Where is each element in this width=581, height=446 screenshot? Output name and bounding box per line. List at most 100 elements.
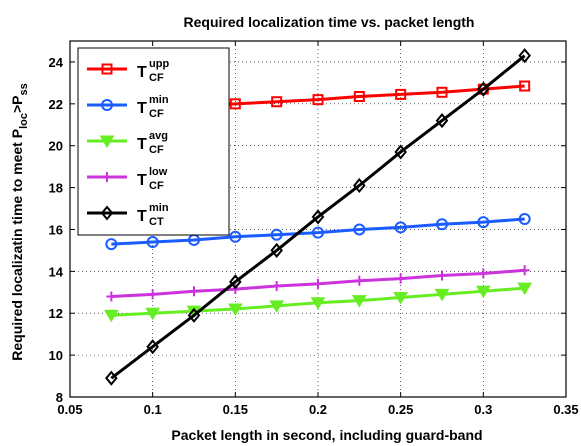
data-point — [312, 94, 324, 106]
data-point — [434, 288, 450, 302]
y-tick-label: 16 — [49, 222, 63, 237]
y-label-base: Required localizatin time to meet P — [9, 129, 25, 361]
legend-sub: CF — [149, 144, 164, 156]
data-point — [106, 291, 117, 302]
data-point — [353, 90, 365, 102]
data-point — [271, 281, 282, 292]
data-point — [313, 278, 323, 289]
y-tick-label: 14 — [49, 264, 64, 279]
data-point — [312, 226, 324, 239]
data-point — [229, 274, 242, 290]
data-point — [477, 81, 490, 97]
x-axis-label: Packet length in second, including guard… — [171, 427, 482, 443]
y-label-mid: >P — [9, 96, 25, 114]
data-point — [229, 230, 242, 243]
data-point — [270, 242, 283, 258]
data-point — [311, 209, 325, 225]
x-tick-label: 0.2 — [309, 402, 327, 417]
data-point — [519, 80, 531, 92]
x-tick-label: 0.05 — [57, 402, 82, 417]
data-point — [518, 213, 531, 225]
chart-title: Required localization time vs. packet le… — [184, 14, 475, 30]
x-tick-label: 0.25 — [388, 402, 413, 417]
data-point — [146, 236, 159, 249]
axis-ticks — [69, 41, 567, 398]
series-1 — [105, 213, 531, 251]
y-tick-label: 20 — [49, 139, 63, 154]
legend-sub: CF — [149, 180, 164, 192]
data-point — [103, 309, 119, 323]
legend-sup: avg — [149, 130, 168, 142]
data-point — [393, 292, 409, 305]
legend-marker — [100, 205, 114, 221]
legend-sub: CT — [149, 216, 164, 228]
legend-sup: min — [149, 94, 169, 106]
data-point — [189, 286, 199, 297]
data-point — [436, 218, 448, 231]
data-point — [518, 48, 531, 64]
series-4 — [105, 48, 531, 386]
legend-label: T — [137, 172, 147, 189]
legend-sub: CF — [149, 108, 164, 120]
data-point — [187, 307, 201, 323]
legend-sup: min — [149, 202, 169, 214]
data-point — [354, 275, 365, 286]
data-point — [475, 285, 491, 299]
x-tick-label: 0.3 — [474, 402, 492, 417]
series-2 — [103, 282, 533, 323]
data-point — [435, 113, 449, 129]
data-point — [477, 216, 490, 229]
data-point — [310, 297, 326, 310]
y-tick-label: 8 — [56, 390, 63, 405]
data-point — [145, 307, 161, 321]
y-label-sub-ss: ss — [18, 83, 30, 95]
data-point — [105, 238, 118, 251]
series-layer — [103, 48, 533, 386]
series-3 — [106, 265, 530, 302]
legend-label: T — [137, 100, 147, 117]
y-tick-label: 24 — [49, 55, 64, 70]
legend-label: T — [137, 64, 147, 81]
axis-tick-labels: 0.05 0.1 0.15 0.2 0.25 0.3 0.35 8 10 12 14 16 18 20 22… — [49, 55, 579, 417]
data-point — [229, 98, 241, 110]
y-tick-label: 22 — [49, 97, 63, 112]
legend-marker — [101, 99, 113, 111]
legend-sup: low — [149, 166, 168, 178]
data-point — [146, 339, 159, 355]
legend-sub: CF — [149, 72, 164, 84]
data-point — [353, 177, 366, 194]
y-axis-label: Required localizatin time to meet Ploc>P… — [9, 83, 30, 361]
legend-marker — [101, 63, 113, 75]
x-tick-label: 0.15 — [223, 402, 248, 417]
y-tick-label: 18 — [49, 181, 63, 196]
legend-marker — [102, 172, 112, 182]
legend-marker — [99, 135, 115, 148]
y-tick-label: 12 — [49, 306, 63, 321]
data-point — [517, 282, 533, 296]
x-tick-label: 0.1 — [144, 402, 162, 417]
legend-label: T — [137, 208, 147, 225]
data-point — [353, 223, 366, 236]
data-point — [394, 144, 407, 160]
y-label-sub-loc: loc — [18, 113, 30, 129]
data-point — [271, 96, 283, 108]
x-tick-label: 0.35 — [553, 402, 578, 417]
data-point — [147, 289, 158, 300]
data-point — [227, 303, 243, 317]
legend-sup: upp — [149, 58, 169, 70]
series-line — [111, 217, 525, 246]
y-tick-label: 10 — [49, 348, 63, 363]
data-point — [394, 221, 407, 234]
data-point — [519, 265, 530, 276]
data-point — [436, 86, 448, 98]
data-point — [395, 88, 407, 100]
data-point — [437, 270, 447, 281]
legend-label: T — [137, 136, 147, 153]
